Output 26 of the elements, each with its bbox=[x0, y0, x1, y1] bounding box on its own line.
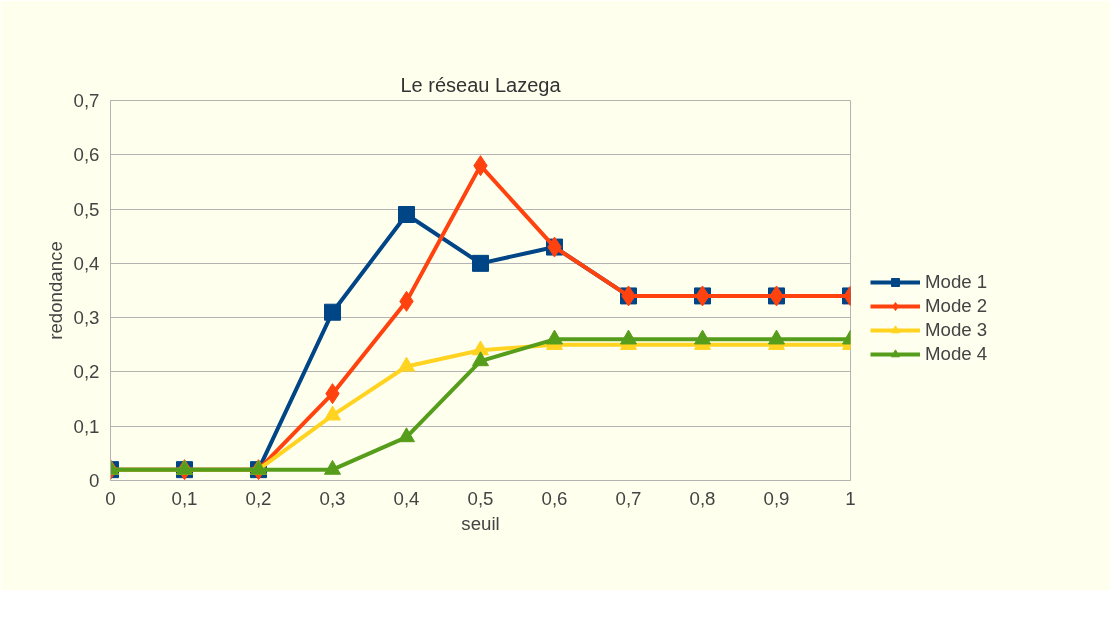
legend-label: Mode 3 bbox=[925, 319, 988, 341]
y-tick-label: 0 bbox=[89, 470, 100, 491]
x-tick-label: 0,3 bbox=[319, 487, 346, 509]
x-tick-label: 0,8 bbox=[689, 487, 716, 509]
x-tick-label: 1 bbox=[845, 487, 856, 509]
x-tick-label: 0,9 bbox=[763, 487, 790, 509]
legend-label: Mode 4 bbox=[925, 343, 988, 365]
x-axis-title: seuil bbox=[461, 512, 500, 534]
x-tick-label: 0,4 bbox=[393, 487, 420, 509]
y-tick-label: 0,5 bbox=[73, 198, 100, 220]
y-tick-label: 0,7 bbox=[73, 90, 100, 111]
y-tick-label: 0,6 bbox=[73, 144, 100, 166]
y-axis-title: redondance bbox=[44, 241, 66, 340]
legend-label: Mode 2 bbox=[925, 295, 988, 317]
x-tick-label: 0,6 bbox=[541, 487, 568, 509]
y-tick-label: 0,1 bbox=[73, 415, 100, 437]
legend-label: Mode 1 bbox=[925, 271, 988, 293]
x-tick-label: 0,1 bbox=[171, 487, 198, 509]
x-tick-label: 0,7 bbox=[615, 487, 642, 509]
y-tick-label: 0,2 bbox=[73, 361, 100, 383]
y-tick-label: 0,4 bbox=[73, 252, 100, 274]
chart-title: Le réseau Lazega bbox=[400, 73, 562, 96]
x-tick-label: 0,5 bbox=[467, 487, 494, 509]
y-tick-label: 0,3 bbox=[73, 307, 100, 329]
x-tick-label: 0 bbox=[105, 487, 116, 509]
x-tick-label: 0,2 bbox=[245, 487, 272, 509]
